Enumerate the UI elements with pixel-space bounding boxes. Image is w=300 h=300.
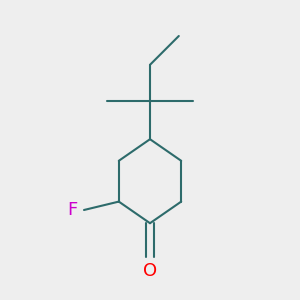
Text: O: O xyxy=(143,262,157,280)
Text: F: F xyxy=(67,201,77,219)
